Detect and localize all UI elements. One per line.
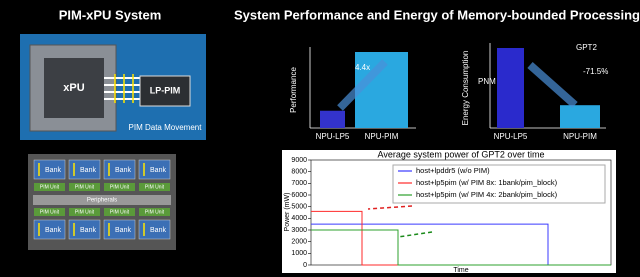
bank-label: Bank	[45, 227, 61, 234]
bank-label: Bank	[80, 167, 96, 174]
bank-label: Bank	[115, 227, 131, 234]
pim-unit	[104, 183, 135, 191]
legend-label: host+lp5pim (w/ PIM 8x: 1bank/pim_block)	[416, 178, 558, 187]
pim-unit-label: PIM Unit	[110, 184, 130, 190]
annotation: 4.4x	[355, 63, 370, 72]
y-axis-label: Performance	[289, 67, 298, 113]
legend-box	[392, 164, 606, 204]
bank-label: Bank	[150, 227, 166, 234]
pim-unit-label: PIM Unit	[40, 209, 60, 215]
y-tick-label: 7000	[291, 180, 307, 187]
bar	[497, 48, 524, 128]
trend-arrow	[337, 59, 388, 111]
bank	[68, 219, 101, 240]
y-axis-label: Energy Consumption	[461, 51, 470, 126]
pim-unit-label: PIM Unit	[110, 209, 130, 215]
y-tick-label: 4000	[291, 215, 307, 222]
bank-label: Bank	[150, 167, 166, 174]
x-tick-label: NPU-LP5	[494, 132, 528, 141]
right-title: System Performance and Energy of Memory-…	[234, 7, 640, 22]
y-tick-label: 9000	[291, 157, 307, 164]
pim-unit	[104, 208, 135, 216]
x-tick-label: NPU-PIM	[365, 132, 399, 141]
movement-arrows	[114, 74, 134, 103]
chart-title: Average system power of GPT2 over time	[378, 149, 545, 159]
bank-label: Bank	[80, 227, 96, 234]
bank-diagram: Peripherals Bank Bank Bank Bank Bank Bank Bank…	[28, 154, 176, 250]
series-line	[311, 229, 611, 266]
bank	[68, 159, 101, 180]
pim-unit-label: PIM Unit	[145, 184, 165, 190]
pim-unit-label: PIM Unit	[75, 184, 95, 190]
y-tick-label: 8000	[291, 169, 307, 176]
bank	[103, 159, 136, 180]
xpu-die	[44, 58, 104, 118]
lp-pim-label: LP-PIM	[150, 85, 181, 95]
data-lines	[104, 77, 140, 100]
legend-label: host+lp5pim (w/ PIM 4x: 2bank/pim_block)	[416, 190, 558, 199]
y-tick-label: 0	[303, 262, 307, 269]
legend-label: host+lpddr5 (w/o PIM)	[416, 166, 490, 175]
pim-unit-label: PIM Unit	[75, 209, 95, 215]
peripherals-label: Peripherals	[87, 198, 117, 204]
y-tick-label: 1000	[291, 250, 307, 257]
dashed-arrows	[367, 205, 433, 238]
pim-unit-label: PIM Unit	[40, 184, 60, 190]
left-title: PIM-xPU System	[59, 7, 162, 22]
trend-arrow	[527, 62, 578, 108]
pim-unit	[69, 183, 100, 191]
pim-unit	[139, 208, 170, 216]
lp-pim-box	[139, 75, 191, 107]
y-tick-label: 2000	[291, 239, 307, 246]
x-tick-label: NPU-PIM	[563, 132, 597, 141]
pim-unit	[69, 208, 100, 216]
bank	[103, 219, 136, 240]
x-tick-label: NPU-LP5	[316, 132, 350, 141]
peripherals-bar	[33, 195, 171, 205]
y-tick-label: 3000	[291, 227, 307, 234]
y-axis-label: Power (mW)	[284, 193, 291, 232]
bank	[138, 159, 171, 180]
annotation: -71.5%	[583, 67, 608, 76]
pim-unit	[34, 183, 65, 191]
xpu-label: xPU	[63, 82, 84, 94]
pim-unit-label: PIM Unit	[145, 209, 165, 215]
y-tick-label: 5000	[291, 204, 307, 211]
annotation: GPT2	[576, 43, 597, 52]
bank-label: Bank	[45, 167, 61, 174]
bank	[138, 219, 171, 240]
bank	[33, 159, 66, 180]
movement-label: PIM Data Movement	[129, 123, 203, 132]
y-tick-label: 6000	[291, 192, 307, 199]
bank	[33, 219, 66, 240]
bank-label: Bank	[115, 167, 131, 174]
bar	[320, 110, 345, 128]
x-axis-label: Time	[453, 267, 468, 274]
pim-unit	[139, 183, 170, 191]
annotation: PNM	[478, 77, 496, 86]
pim-unit	[34, 208, 65, 216]
bar	[560, 105, 600, 128]
